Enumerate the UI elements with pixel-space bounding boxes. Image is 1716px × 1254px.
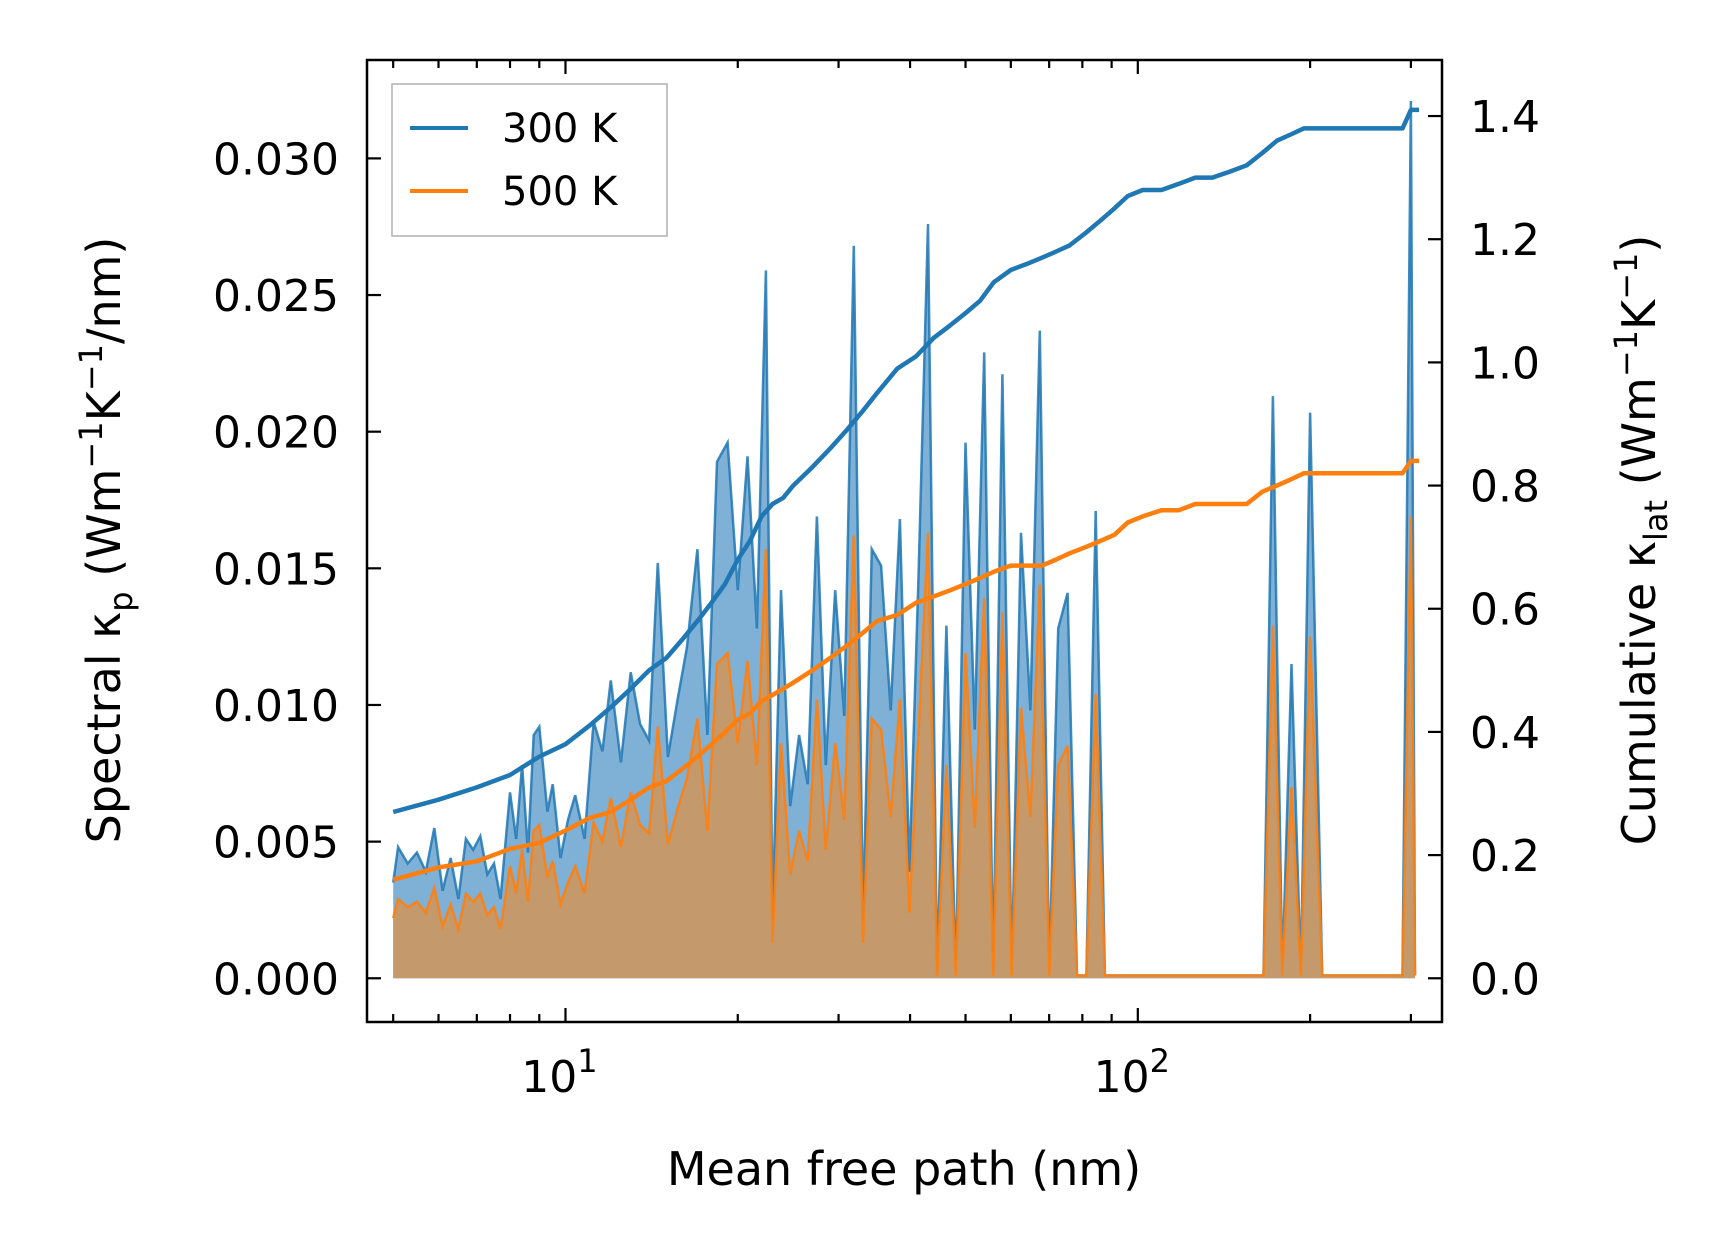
legend-box (391, 83, 668, 237)
y-right-tick-label: 1.0 (1470, 338, 1540, 389)
y-left-tick-label: 0.010 (213, 681, 339, 732)
y-left-tick-label: 0.005 (213, 818, 339, 869)
y-right-tick-label: 0.2 (1470, 831, 1540, 882)
tick-marks (367, 60, 1442, 1022)
y-left-tick-label: 0.030 (213, 134, 339, 185)
y-axis-label-right: Cumulative κlat (Wm−1K−1) (1607, 235, 1675, 846)
legend-label-300k: 300 K (502, 106, 619, 152)
y-right-tick-label: 1.2 (1470, 215, 1540, 266)
data-lines (392, 107, 1419, 882)
spectral-fill-500k (393, 516, 1415, 979)
y-left-tick-label: 0.015 (213, 544, 339, 595)
legend: 300 K 500 K (391, 83, 668, 237)
cumulative-line-300k (392, 107, 1419, 815)
tick-labels: 101 1020.0000.0050.0100.0150.0200.0250.03… (213, 92, 1540, 1103)
spectral-fill-300k (393, 101, 1415, 979)
cumulative-line-500k (392, 458, 1419, 882)
plot-frame (365, 58, 1444, 1024)
y-right-tick-label: 0.0 (1470, 954, 1540, 1005)
x-tick-label: 102 (1094, 1042, 1170, 1103)
y-left-tick-label: 0.025 (213, 271, 339, 322)
y-right-tick-label: 0.6 (1470, 585, 1540, 636)
x-tick-label-exponent: 2 (1150, 1042, 1170, 1080)
y-right-tick-label: 1.4 (1470, 92, 1540, 143)
y-left-tick-label: 0.020 (213, 408, 339, 459)
y-right-tick-label: 0.8 (1470, 462, 1540, 513)
x-tick-label-exponent: 1 (577, 1042, 597, 1080)
x-tick-label: 101 (521, 1042, 597, 1103)
x-tick-label-base: 10 (1094, 1052, 1150, 1103)
x-axis-label: Mean free path (nm) (667, 1142, 1141, 1196)
legend-label-500k: 500 K (502, 169, 619, 215)
y-left-tick-label: 0.000 (213, 954, 339, 1005)
x-tick-label-base: 10 (521, 1052, 577, 1103)
y-axis-label-left: Spectral κp (Wm−1K−1/nm) (72, 237, 140, 844)
y-right-tick-label: 0.4 (1470, 708, 1540, 759)
